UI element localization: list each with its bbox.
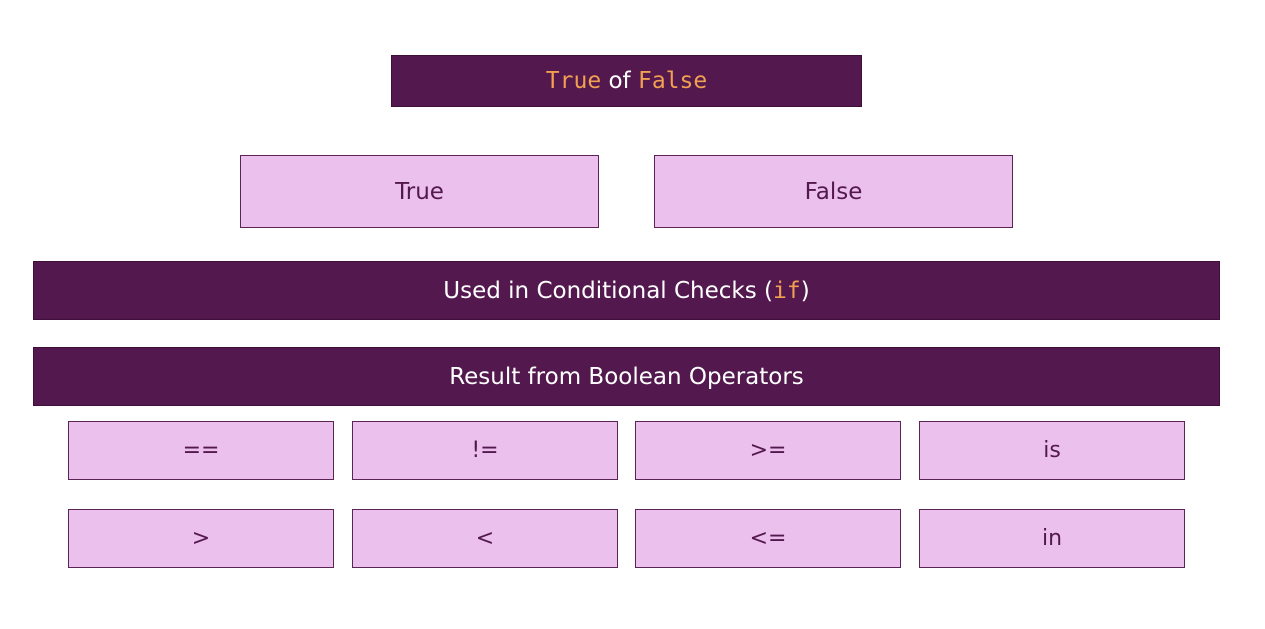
conditional-checks-banner: Used in Conditional Checks (if)	[33, 261, 1220, 320]
operator-not-equal: !=	[352, 421, 618, 480]
true-value-label: True	[395, 178, 444, 205]
operator-label: is	[1043, 438, 1061, 463]
operator-less: <	[352, 509, 618, 568]
title-true-keyword: True	[545, 68, 602, 94]
operator-label: <=	[749, 526, 787, 551]
title-false-keyword: False	[637, 68, 708, 94]
conditional-suffix: )	[800, 277, 810, 304]
if-keyword: if	[773, 277, 801, 304]
title-banner: True of False	[391, 55, 862, 107]
operator-label: ==	[182, 438, 220, 463]
title-joiner: of	[601, 68, 638, 94]
operator-label: !=	[471, 438, 499, 463]
boolean-operators-banner: Result from Boolean Operators	[33, 347, 1220, 406]
true-value-box: True	[240, 155, 599, 228]
operator-greater: >	[68, 509, 334, 568]
false-value-box: False	[654, 155, 1013, 228]
conditional-prefix: Used in Conditional Checks (	[443, 277, 774, 304]
operator-equal: ==	[68, 421, 334, 480]
operator-label: >=	[749, 438, 787, 463]
operator-is: is	[919, 421, 1185, 480]
operator-less-equal: <=	[635, 509, 901, 568]
operator-greater-equal: >=	[635, 421, 901, 480]
operator-label: <	[475, 526, 495, 551]
operator-label: >	[191, 526, 211, 551]
false-value-label: False	[804, 178, 863, 205]
boolean-operators-label: Result from Boolean Operators	[449, 363, 804, 390]
operator-label: in	[1041, 526, 1063, 551]
operator-in: in	[919, 509, 1185, 568]
